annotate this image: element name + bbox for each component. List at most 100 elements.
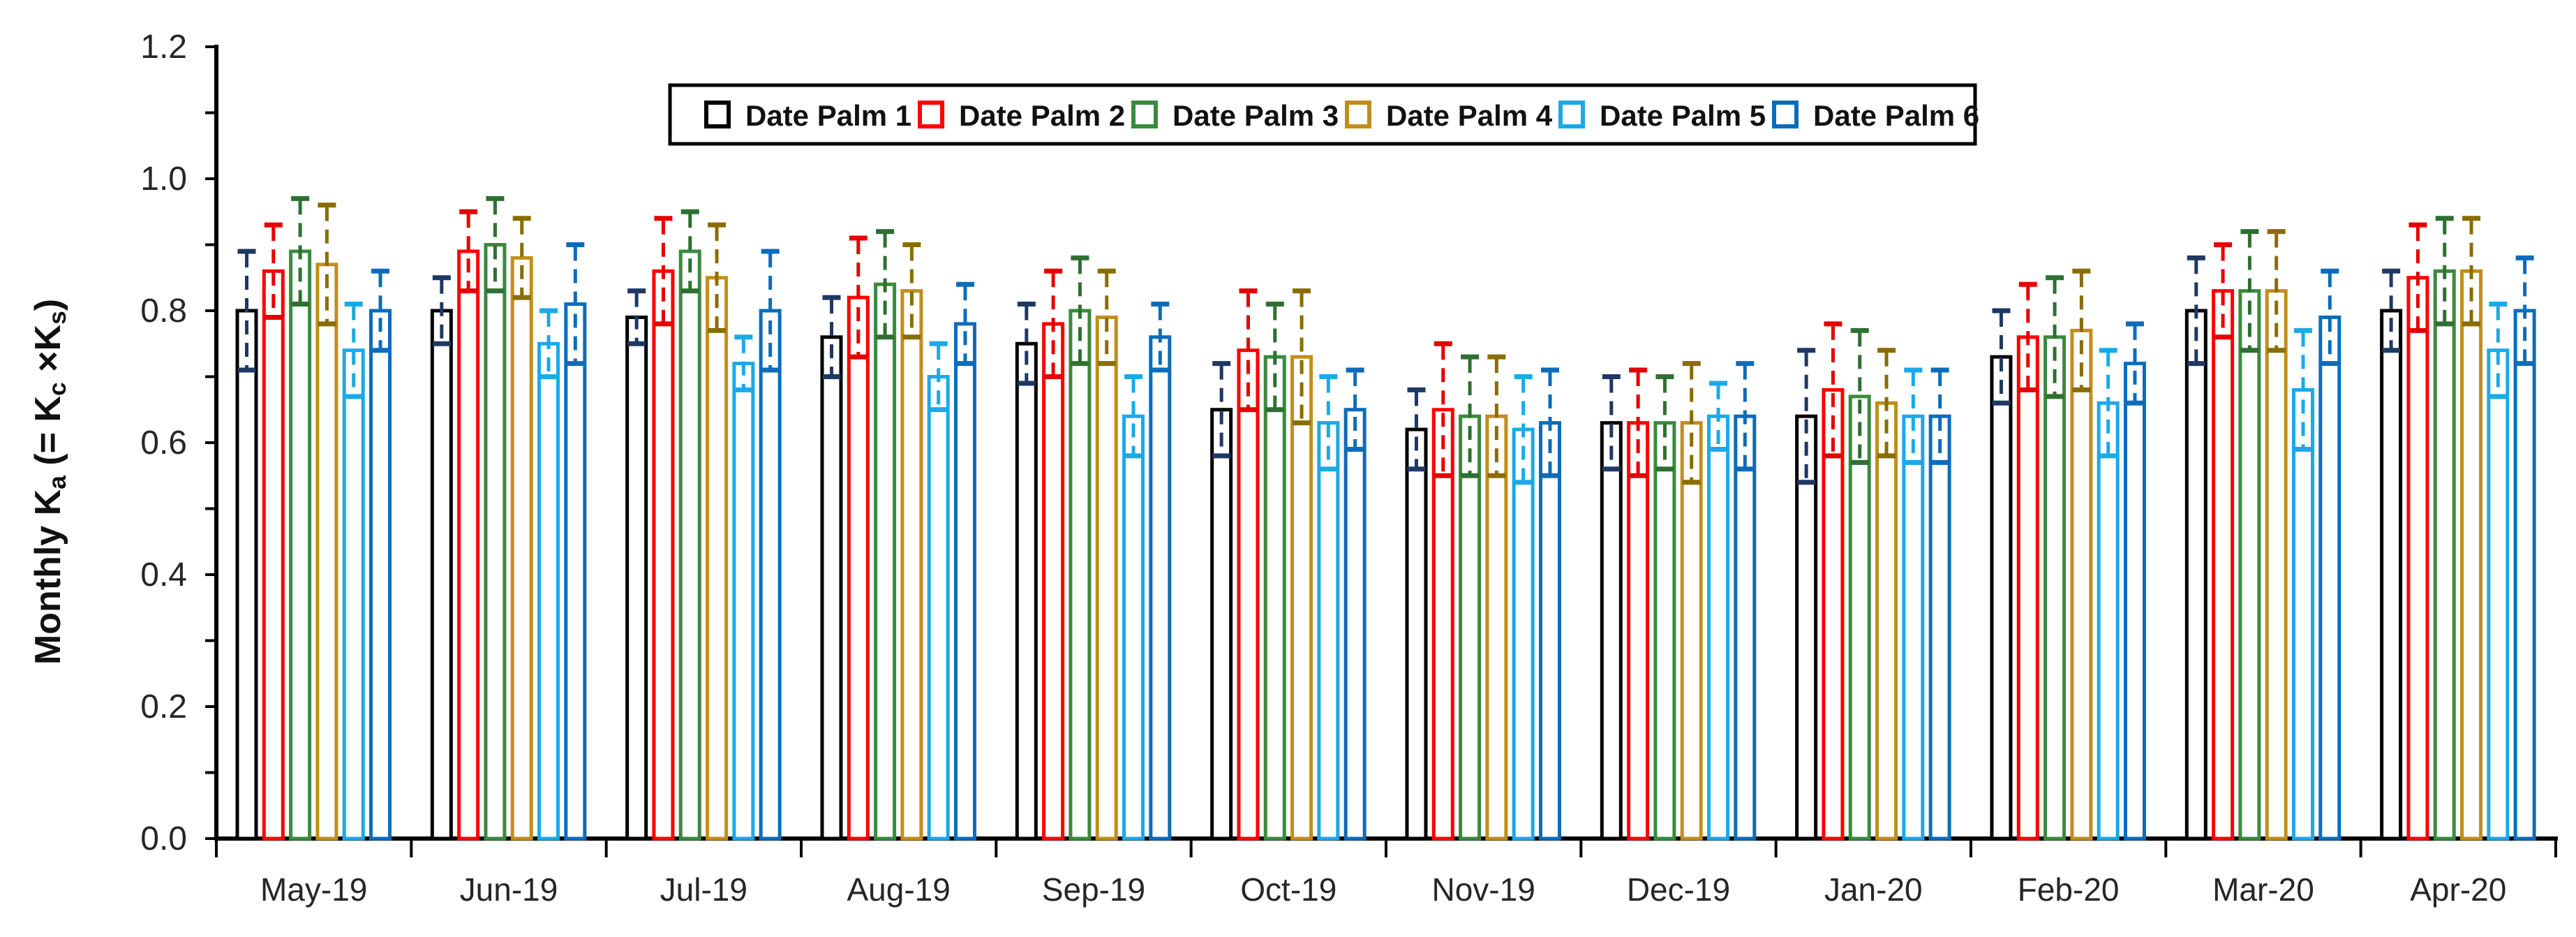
bar bbox=[2487, 348, 2510, 841]
bar bbox=[235, 309, 258, 841]
bar bbox=[953, 322, 976, 841]
legend-item: Date Palm 3 bbox=[1131, 99, 1339, 132]
bar bbox=[1343, 408, 1367, 841]
bar bbox=[1122, 414, 1145, 841]
bar bbox=[1734, 414, 1757, 841]
bar bbox=[1928, 414, 1951, 841]
bar bbox=[2070, 328, 2093, 841]
series-1 bbox=[235, 249, 2403, 841]
x-category-label: Jun-19 bbox=[460, 871, 558, 908]
bar bbox=[2212, 289, 2235, 841]
bar bbox=[874, 282, 897, 841]
y-axis-title: Monthly Ka (= Kc ×Ks) bbox=[28, 299, 71, 665]
y-tick-label: 0.8 bbox=[140, 293, 187, 330]
bar bbox=[1680, 421, 1703, 841]
legend-swatch-icon bbox=[1131, 101, 1158, 128]
x-category-label: Oct-19 bbox=[1240, 871, 1337, 908]
legend-swatch-icon bbox=[1772, 101, 1799, 128]
bar bbox=[564, 302, 587, 841]
bar bbox=[430, 309, 453, 841]
bar bbox=[2513, 309, 2536, 841]
bar bbox=[678, 249, 701, 841]
x-category-label: Jul-19 bbox=[660, 871, 747, 908]
bar bbox=[706, 276, 729, 841]
legend-label: Date Palm 5 bbox=[1600, 99, 1766, 132]
x-category-label: Apr-20 bbox=[2410, 871, 2506, 908]
x-category-label: Nov-19 bbox=[1431, 871, 1535, 908]
bar bbox=[1795, 414, 1818, 841]
legend-item: Date Palm 1 bbox=[704, 99, 911, 132]
bar bbox=[315, 263, 338, 841]
bar bbox=[2238, 289, 2261, 841]
bar bbox=[652, 269, 675, 841]
bar-series bbox=[235, 195, 2536, 841]
bar bbox=[2460, 269, 2483, 841]
bar bbox=[1902, 414, 1925, 841]
bar bbox=[1485, 414, 1508, 841]
bar bbox=[1707, 414, 1730, 841]
bar bbox=[2097, 401, 2120, 841]
series-6 bbox=[369, 242, 2536, 841]
bar bbox=[289, 249, 312, 841]
y-tick-label: 0.6 bbox=[140, 425, 187, 462]
bar bbox=[2016, 335, 2039, 841]
bar bbox=[1290, 355, 1313, 841]
legend-item: Date Palm 6 bbox=[1772, 99, 1979, 132]
bar bbox=[1317, 421, 1340, 841]
bar bbox=[2043, 335, 2067, 841]
bar bbox=[732, 362, 755, 841]
x-category-label: Jan-20 bbox=[1824, 871, 1923, 908]
x-category-label: Aug-19 bbox=[847, 871, 950, 908]
bar bbox=[2265, 289, 2288, 841]
legend-swatch-icon bbox=[1345, 101, 1371, 128]
x-category-label: Dec-19 bbox=[1627, 871, 1730, 908]
bar bbox=[1405, 427, 1428, 841]
bar bbox=[1875, 401, 1898, 841]
bar bbox=[900, 289, 923, 841]
y-tick-label: 1.2 bbox=[140, 29, 187, 66]
bar bbox=[2406, 276, 2429, 841]
bar bbox=[342, 348, 365, 841]
x-category-label: Mar-20 bbox=[2212, 871, 2314, 908]
bar bbox=[537, 341, 560, 841]
legend-item: Date Palm 5 bbox=[1558, 99, 1766, 132]
legend: Date Palm 1 Date Palm 2 Date Palm 3 Date Pa… bbox=[668, 83, 1979, 146]
bar bbox=[1237, 348, 1260, 841]
bar bbox=[1263, 355, 1286, 841]
series-3 bbox=[289, 195, 2456, 841]
bar bbox=[2123, 362, 2146, 841]
bar bbox=[1627, 421, 1650, 841]
bar bbox=[1822, 388, 1845, 841]
bar bbox=[1512, 427, 1535, 841]
bar bbox=[1210, 408, 1233, 841]
bar bbox=[1149, 335, 1172, 841]
bar bbox=[2318, 315, 2342, 841]
bar bbox=[1848, 394, 1871, 841]
y-tick-label: 0.4 bbox=[140, 556, 187, 593]
bar bbox=[1042, 322, 1065, 841]
legend-label: Date Palm 4 bbox=[1386, 99, 1553, 132]
bar bbox=[457, 249, 480, 841]
bar bbox=[2184, 309, 2208, 841]
bar bbox=[2292, 388, 2314, 841]
bar bbox=[1015, 341, 1038, 841]
legend-label: Date Palm 2 bbox=[959, 99, 1125, 132]
bar bbox=[759, 309, 782, 841]
bar bbox=[1459, 414, 1482, 841]
bar bbox=[262, 269, 285, 841]
bar bbox=[847, 295, 870, 841]
x-category-label: Feb-20 bbox=[2018, 871, 2120, 908]
bar bbox=[2433, 269, 2456, 841]
bar bbox=[1653, 421, 1676, 841]
series-4 bbox=[315, 202, 2483, 841]
legend-swatch-icon bbox=[1558, 101, 1585, 128]
axes: 0.0 0.2 0.4 0.6 0.8 1.0 1.2 May-19 Jun-19 Jul-19 A… bbox=[140, 29, 2558, 908]
legend-box bbox=[668, 83, 1977, 146]
legend-item: Date Palm 4 bbox=[1345, 99, 1553, 132]
bar bbox=[1600, 421, 1623, 841]
legend-label: Date Palm 6 bbox=[1813, 99, 1979, 132]
x-category-label: May-19 bbox=[260, 871, 367, 908]
legend-item: Date Palm 2 bbox=[918, 99, 1125, 132]
